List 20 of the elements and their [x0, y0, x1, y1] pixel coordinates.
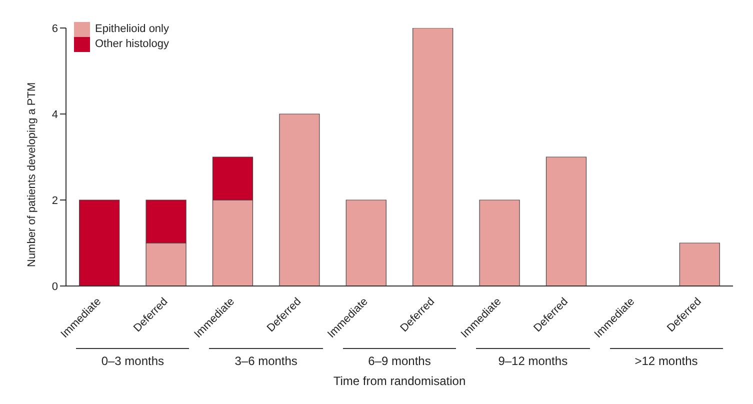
bar	[412, 28, 454, 286]
legend-label: Epithelioid only	[95, 22, 169, 37]
text: 0–3 months	[100, 354, 166, 368]
bar	[479, 200, 520, 286]
y-tick-label: 2	[52, 194, 58, 207]
bar	[546, 156, 587, 286]
y-tick-label: 6	[52, 22, 58, 35]
text: 9–12 months	[497, 354, 569, 368]
y-tick-label: 0	[52, 280, 58, 293]
bar	[346, 200, 386, 286]
y-tick-label: 4	[52, 108, 58, 121]
bar	[79, 200, 120, 286]
text: >12 months	[634, 354, 699, 368]
legend-label: Other histology	[95, 37, 169, 52]
text: 3–6 months	[234, 354, 298, 368]
bar	[679, 242, 720, 286]
y-axis-title: Number of patients developing a PTM	[26, 82, 38, 267]
bar	[279, 114, 320, 286]
x-axis-title: Time from randomisation	[332, 374, 467, 388]
text: 6–9 months	[367, 354, 432, 368]
